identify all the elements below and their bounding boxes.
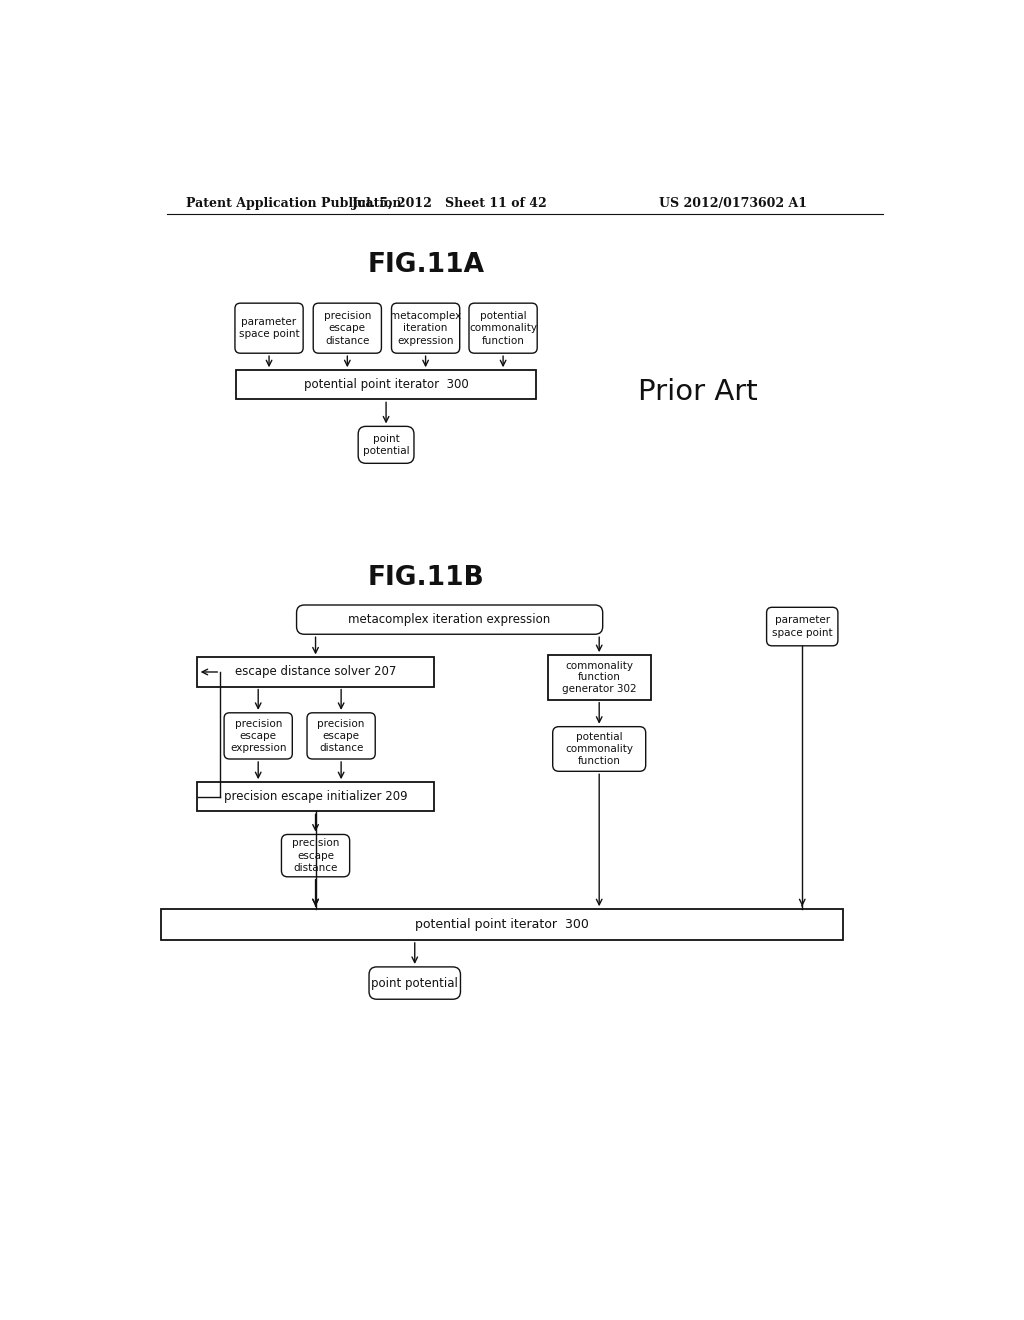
Bar [198,657,434,686]
FancyBboxPatch shape [553,726,646,771]
Text: parameter
space point: parameter space point [239,317,299,339]
Bar [236,370,537,400]
FancyBboxPatch shape [307,713,375,759]
Text: FIG.11A: FIG.11A [368,252,485,277]
Text: potential point iterator  300: potential point iterator 300 [304,379,468,391]
Text: precision
escape
distance: precision escape distance [324,310,371,346]
Text: point potential: point potential [372,977,458,990]
Text: parameter
space point: parameter space point [772,615,833,638]
Text: precision escape initializer 209: precision escape initializer 209 [223,791,408,804]
Bar [198,781,434,812]
FancyBboxPatch shape [358,426,414,463]
Text: metacomplex
iteration
expression: metacomplex iteration expression [390,310,461,346]
Text: commonality
function
generator 302: commonality function generator 302 [562,661,637,694]
Text: US 2012/0173602 A1: US 2012/0173602 A1 [658,197,807,210]
FancyBboxPatch shape [767,607,838,645]
Text: precision
escape
expression: precision escape expression [230,718,287,754]
Text: Jul. 5, 2012   Sheet 11 of 42: Jul. 5, 2012 Sheet 11 of 42 [352,197,548,210]
Bar [162,909,844,940]
Text: potential
commonality
function: potential commonality function [565,731,633,767]
Text: precision
escape
distance: precision escape distance [317,718,365,754]
Text: precision
escape
distance: precision escape distance [292,838,339,873]
FancyBboxPatch shape [224,713,292,759]
FancyBboxPatch shape [391,304,460,354]
Text: point
potential: point potential [362,434,410,455]
Bar [548,655,650,700]
FancyBboxPatch shape [297,605,603,635]
Text: FIG.11B: FIG.11B [368,565,484,591]
FancyBboxPatch shape [234,304,303,354]
Text: metacomplex iteration expression: metacomplex iteration expression [348,612,551,626]
Text: potential
commonality
function: potential commonality function [469,310,538,346]
Text: escape distance solver 207: escape distance solver 207 [234,665,396,678]
FancyBboxPatch shape [369,966,461,999]
FancyBboxPatch shape [469,304,538,354]
Text: Patent Application Publication: Patent Application Publication [186,197,401,210]
Text: potential point iterator  300: potential point iterator 300 [416,917,589,931]
FancyBboxPatch shape [282,834,349,876]
FancyBboxPatch shape [313,304,381,354]
Text: Prior Art: Prior Art [638,379,758,407]
